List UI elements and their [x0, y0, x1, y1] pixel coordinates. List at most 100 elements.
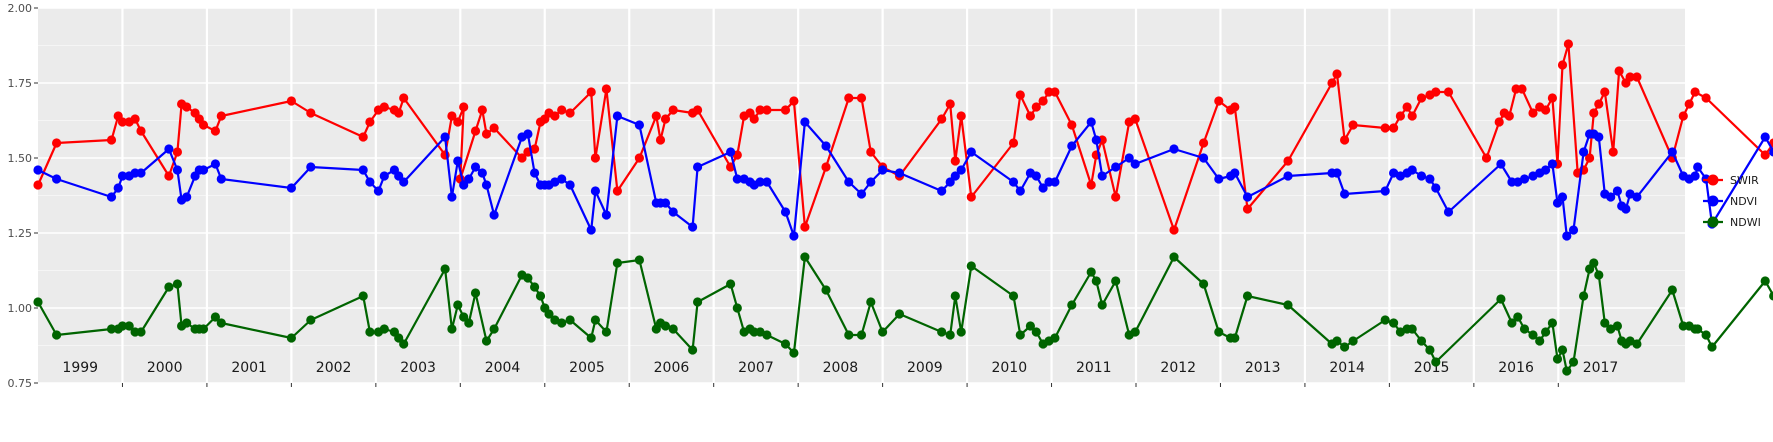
swir-point — [1169, 225, 1179, 235]
ndwi-point — [1230, 333, 1240, 343]
swir-point — [286, 96, 296, 106]
ndvi-point — [33, 165, 43, 175]
swir-point — [749, 114, 759, 124]
swir-point — [164, 171, 174, 181]
ndvi-point — [762, 177, 772, 187]
ndwi-point — [544, 309, 554, 319]
legend-label: NDWI — [1730, 216, 1761, 229]
ndwi-point — [1425, 345, 1435, 355]
ndwi-point — [1496, 294, 1506, 304]
swir-point — [1431, 87, 1441, 97]
ndvi-point — [399, 177, 409, 187]
ndvi-point — [1425, 174, 1435, 184]
ndwi-point — [693, 297, 703, 307]
ndvi-point — [1091, 135, 1101, 145]
ndwi-point — [1562, 366, 1572, 376]
swir-point — [1038, 96, 1048, 106]
ndwi-point — [481, 336, 492, 346]
ndwi-point — [1332, 336, 1342, 346]
ndwi-point — [1701, 330, 1711, 340]
swir-point — [651, 111, 661, 121]
legend-label: SWIR — [1730, 174, 1759, 187]
year-label: 2001 — [231, 360, 267, 376]
series-layer — [33, 39, 1773, 376]
ndvi-point — [453, 156, 463, 166]
ndvi-point — [1568, 225, 1579, 235]
ndwi-point — [399, 339, 409, 349]
ndvi-point — [1496, 159, 1506, 169]
ndwi-point — [358, 291, 368, 301]
ndvi-point — [732, 174, 742, 184]
ndvi-point — [1097, 171, 1107, 181]
ndvi-point — [523, 129, 533, 139]
ndwi-point — [210, 312, 220, 322]
ndvi-point — [286, 183, 296, 193]
ndwi-point — [1389, 318, 1399, 328]
swir-point — [481, 129, 492, 139]
swir-point — [1402, 102, 1412, 112]
ndvi-point — [172, 165, 182, 175]
ndvi-point — [1443, 207, 1454, 217]
swir-point — [447, 111, 457, 121]
year-label: 2000 — [147, 360, 183, 376]
ndwi-point — [945, 330, 955, 340]
swir-point — [1416, 93, 1427, 103]
swir-point — [399, 93, 409, 103]
ndvi-point — [945, 177, 955, 187]
y-tick-label: 2.00 — [8, 2, 33, 15]
ndvi-point — [634, 120, 645, 130]
ndvi-point — [117, 171, 128, 181]
ndvi-point — [1230, 168, 1240, 178]
ndvi-point — [1031, 171, 1041, 181]
ndwi-point — [1169, 252, 1179, 262]
ndvi-point — [210, 159, 220, 169]
swir-point — [1067, 120, 1077, 130]
y-tick-label: 1.00 — [8, 302, 33, 315]
ndvi-point — [780, 207, 791, 217]
ndvi-point — [590, 186, 601, 196]
ndwi-point — [106, 324, 117, 334]
ndwi-point — [365, 327, 375, 337]
year-label: 2005 — [569, 360, 605, 376]
legend-item-ndwi: NDWI — [1703, 216, 1761, 229]
swir-point — [1199, 138, 1209, 148]
swir-point — [1690, 87, 1700, 97]
ndvi-point — [1541, 165, 1551, 175]
y-tick-label: 1.25 — [8, 227, 33, 240]
ndvi-point — [1690, 171, 1700, 181]
swir-point — [1348, 120, 1358, 130]
ndwi-point — [1214, 327, 1224, 337]
swir-point — [1625, 72, 1635, 82]
ndvi-point — [1632, 192, 1642, 202]
ndwi-point — [1769, 291, 1773, 301]
swir-point — [198, 120, 209, 130]
ndwi-point — [1416, 336, 1427, 346]
ndwi-point — [1431, 357, 1441, 367]
swir-point — [1031, 102, 1041, 112]
ndvi-point — [113, 183, 123, 193]
ndvi-point — [1124, 153, 1134, 163]
ndwi-point — [1760, 276, 1770, 286]
swir-point — [557, 105, 567, 115]
ndvi-point — [1332, 168, 1342, 178]
swir-point — [489, 123, 499, 133]
ndvi-point — [844, 177, 854, 187]
swir-point — [1547, 93, 1557, 103]
swir-point — [800, 222, 810, 232]
ndvi-point — [106, 192, 117, 202]
ndvi-point — [464, 174, 474, 184]
ndwi-point — [1507, 318, 1517, 328]
ndwi-point — [1340, 342, 1350, 352]
ndwi-point — [1632, 339, 1642, 349]
swir-point — [1443, 87, 1454, 97]
ndwi-point — [1707, 342, 1717, 352]
ndwi-point — [956, 327, 966, 337]
series-ndwi — [33, 252, 1773, 376]
ndwi-point — [117, 321, 128, 331]
swir-point — [358, 132, 368, 142]
ndvi-point — [198, 165, 209, 175]
swir-point — [136, 126, 146, 136]
year-label: 2002 — [316, 360, 352, 376]
ndwi-point — [732, 303, 742, 313]
